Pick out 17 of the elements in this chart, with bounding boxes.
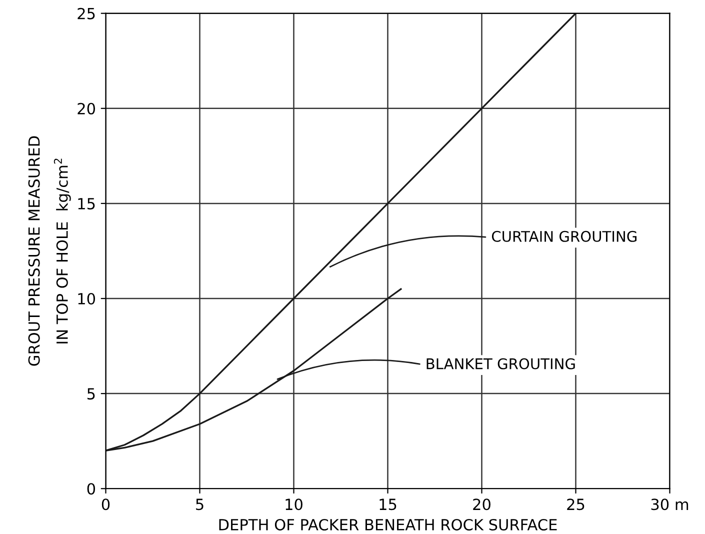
y-tick-label: 10 bbox=[78, 292, 96, 305]
y-tick-label: 0 bbox=[87, 483, 96, 495]
annotation: BLANKET GROUTING bbox=[426, 358, 575, 370]
x-tick-label: 10 bbox=[286, 498, 302, 510]
y-tick-label: 20 bbox=[78, 102, 96, 114]
x-tick-label: 5 bbox=[196, 498, 204, 510]
x-tick-label: 20 bbox=[473, 498, 490, 510]
y-tick-label: 15 bbox=[78, 198, 95, 210]
x-tick-label: 0 bbox=[102, 498, 110, 510]
x-tick-label: 30 m bbox=[651, 498, 688, 510]
y-tick-label: 5 bbox=[87, 388, 95, 400]
y-axis-title: GROUT PRESSURE MEASURED IN TOP OF HOLE kg/cm$^{2}$ bbox=[28, 136, 71, 366]
y-tick-label: 25 bbox=[78, 8, 95, 20]
x-tick-label: 25 bbox=[567, 498, 584, 510]
x-axis-title: DEPTH OF PACKER BENEATH ROCK SURFACE bbox=[219, 518, 557, 530]
annotation: CURTAIN GROUTING bbox=[492, 230, 636, 242]
x-tick-label: 15 bbox=[380, 498, 396, 510]
